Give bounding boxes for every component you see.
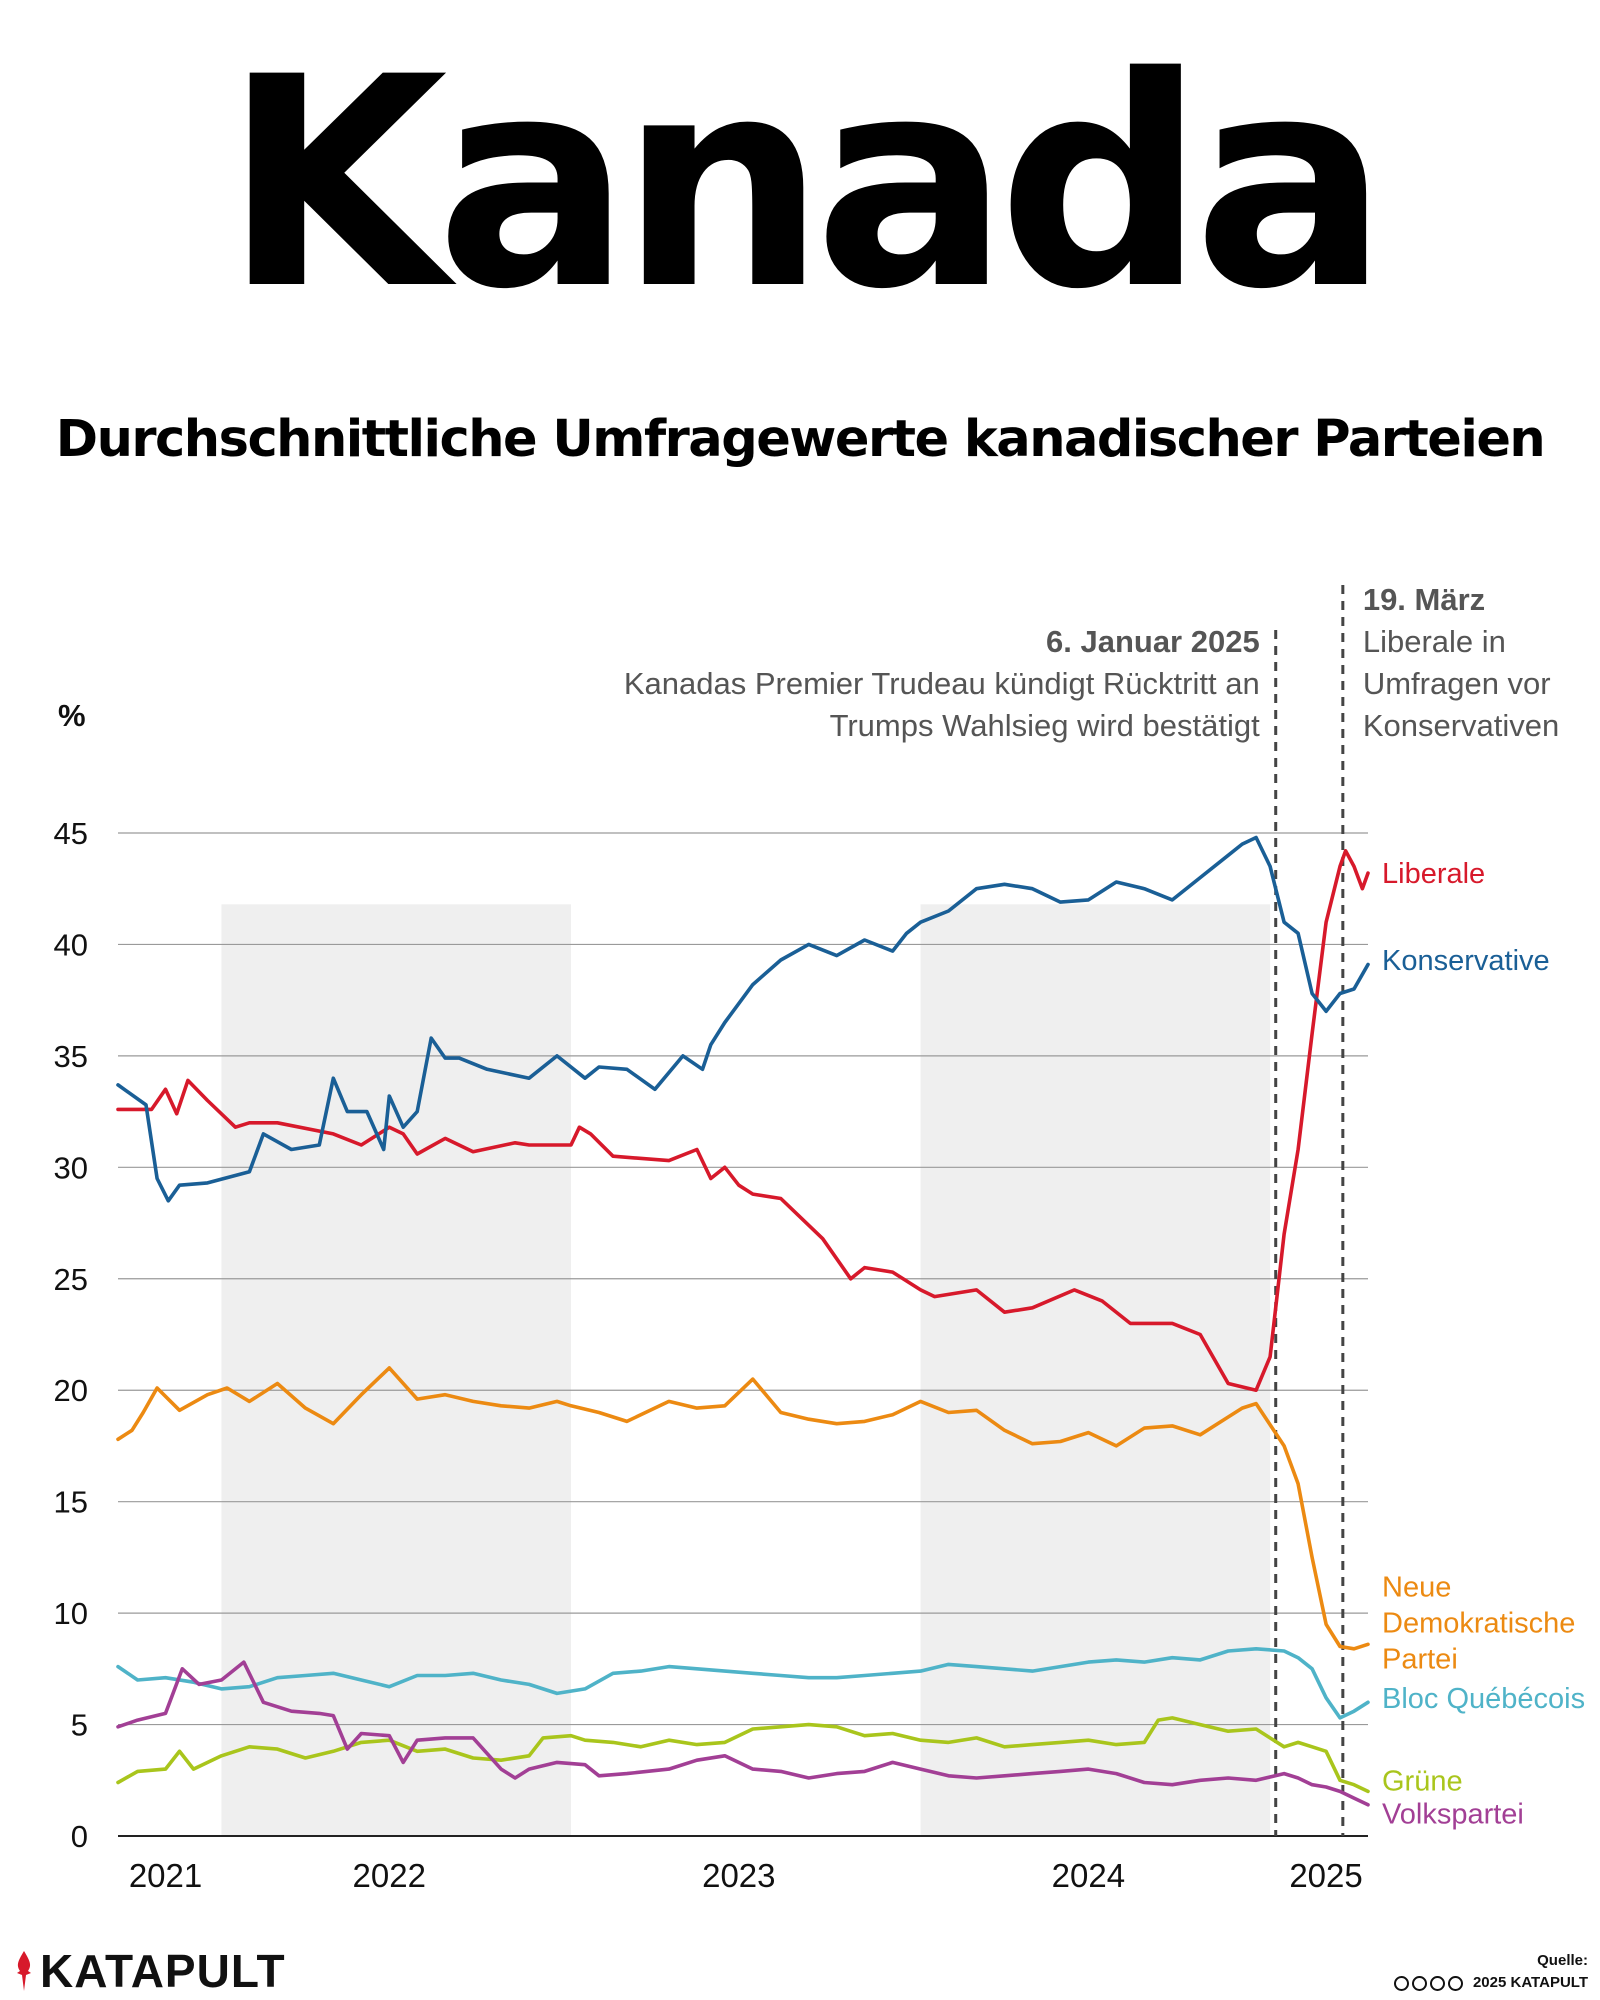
shaded-band-0 (221, 904, 572, 1836)
x-tick-label: 2021 (129, 1857, 202, 1894)
series-line-gr-ne (116, 1716, 1370, 1794)
x-tick-label: 2025 (1289, 1857, 1362, 1894)
annotation-text: Konservativen (1363, 708, 1559, 743)
brand-name: KATAPULT (40, 1945, 286, 1997)
annotation-text: Trumps Wahlsieg wird bestätigt (830, 708, 1261, 743)
y-tick-label: 25 (54, 1262, 88, 1297)
y-tick-label: 0 (71, 1819, 88, 1854)
series-label-volkspartei: Volkspartei (1382, 1799, 1524, 1831)
y-tick-label: 20 (54, 1373, 88, 1408)
creative-commons-icon (1393, 1975, 1463, 1991)
annotation-text: Liberale in (1363, 624, 1506, 659)
annotation-text: Kanadas Premier Trudeau kündigt Rücktrit… (624, 666, 1260, 701)
series-line-liberale (116, 849, 1370, 1392)
annotation-title: 19. März (1363, 582, 1485, 617)
series-label-bloc-qu-b-cois: Bloc Québécois (1382, 1683, 1585, 1715)
series-label-liberale: Liberale (1382, 858, 1485, 890)
source-credit: Quelle: 2025 KATAPULT (1393, 1950, 1588, 1994)
series-label-neue-demokratische-partei: Neue Demokratische Partei (1382, 1571, 1575, 1675)
y-tick-label: 35 (54, 1039, 88, 1074)
annotation-title: 6. Januar 2025 (1046, 624, 1260, 659)
series-line-bloc-qu-b-cois (116, 1647, 1370, 1720)
x-tick-label: 2023 (702, 1857, 775, 1894)
series-label-gr-ne: Grüne (1382, 1765, 1463, 1797)
y-tick-label: 5 (71, 1708, 88, 1743)
x-tick-label: 2022 (353, 1857, 426, 1894)
y-tick-label: 45 (54, 816, 88, 851)
series-line-volkspartei (116, 1660, 1370, 1807)
y-tick-label: 30 (54, 1150, 88, 1185)
page-title: Kanada (223, 16, 1389, 353)
series-label-konservative: Konservative (1382, 945, 1550, 977)
flame-icon (17, 1951, 31, 1991)
katapult-logo: KATAPULT (14, 1944, 286, 1998)
series-line-konservative (116, 835, 1370, 1203)
y-tick-label: 15 (54, 1485, 88, 1520)
y-tick-label: 10 (54, 1596, 88, 1631)
x-tick-label: 2024 (1052, 1857, 1125, 1894)
y-tick-label: 40 (54, 927, 88, 962)
copyright-text: 2025 KATAPULT (1472, 1974, 1588, 1991)
series-line-neue-demokratische-partei (116, 1366, 1370, 1651)
source-label: Quelle: (1537, 1952, 1588, 1969)
shaded-band-1 (920, 904, 1271, 1836)
annotation-text: Umfragen vor (1363, 666, 1551, 701)
y-axis-label: % (58, 698, 86, 733)
chart-subtitle: Durchschnittliche Umfragewerte kanadisch… (55, 410, 1546, 469)
